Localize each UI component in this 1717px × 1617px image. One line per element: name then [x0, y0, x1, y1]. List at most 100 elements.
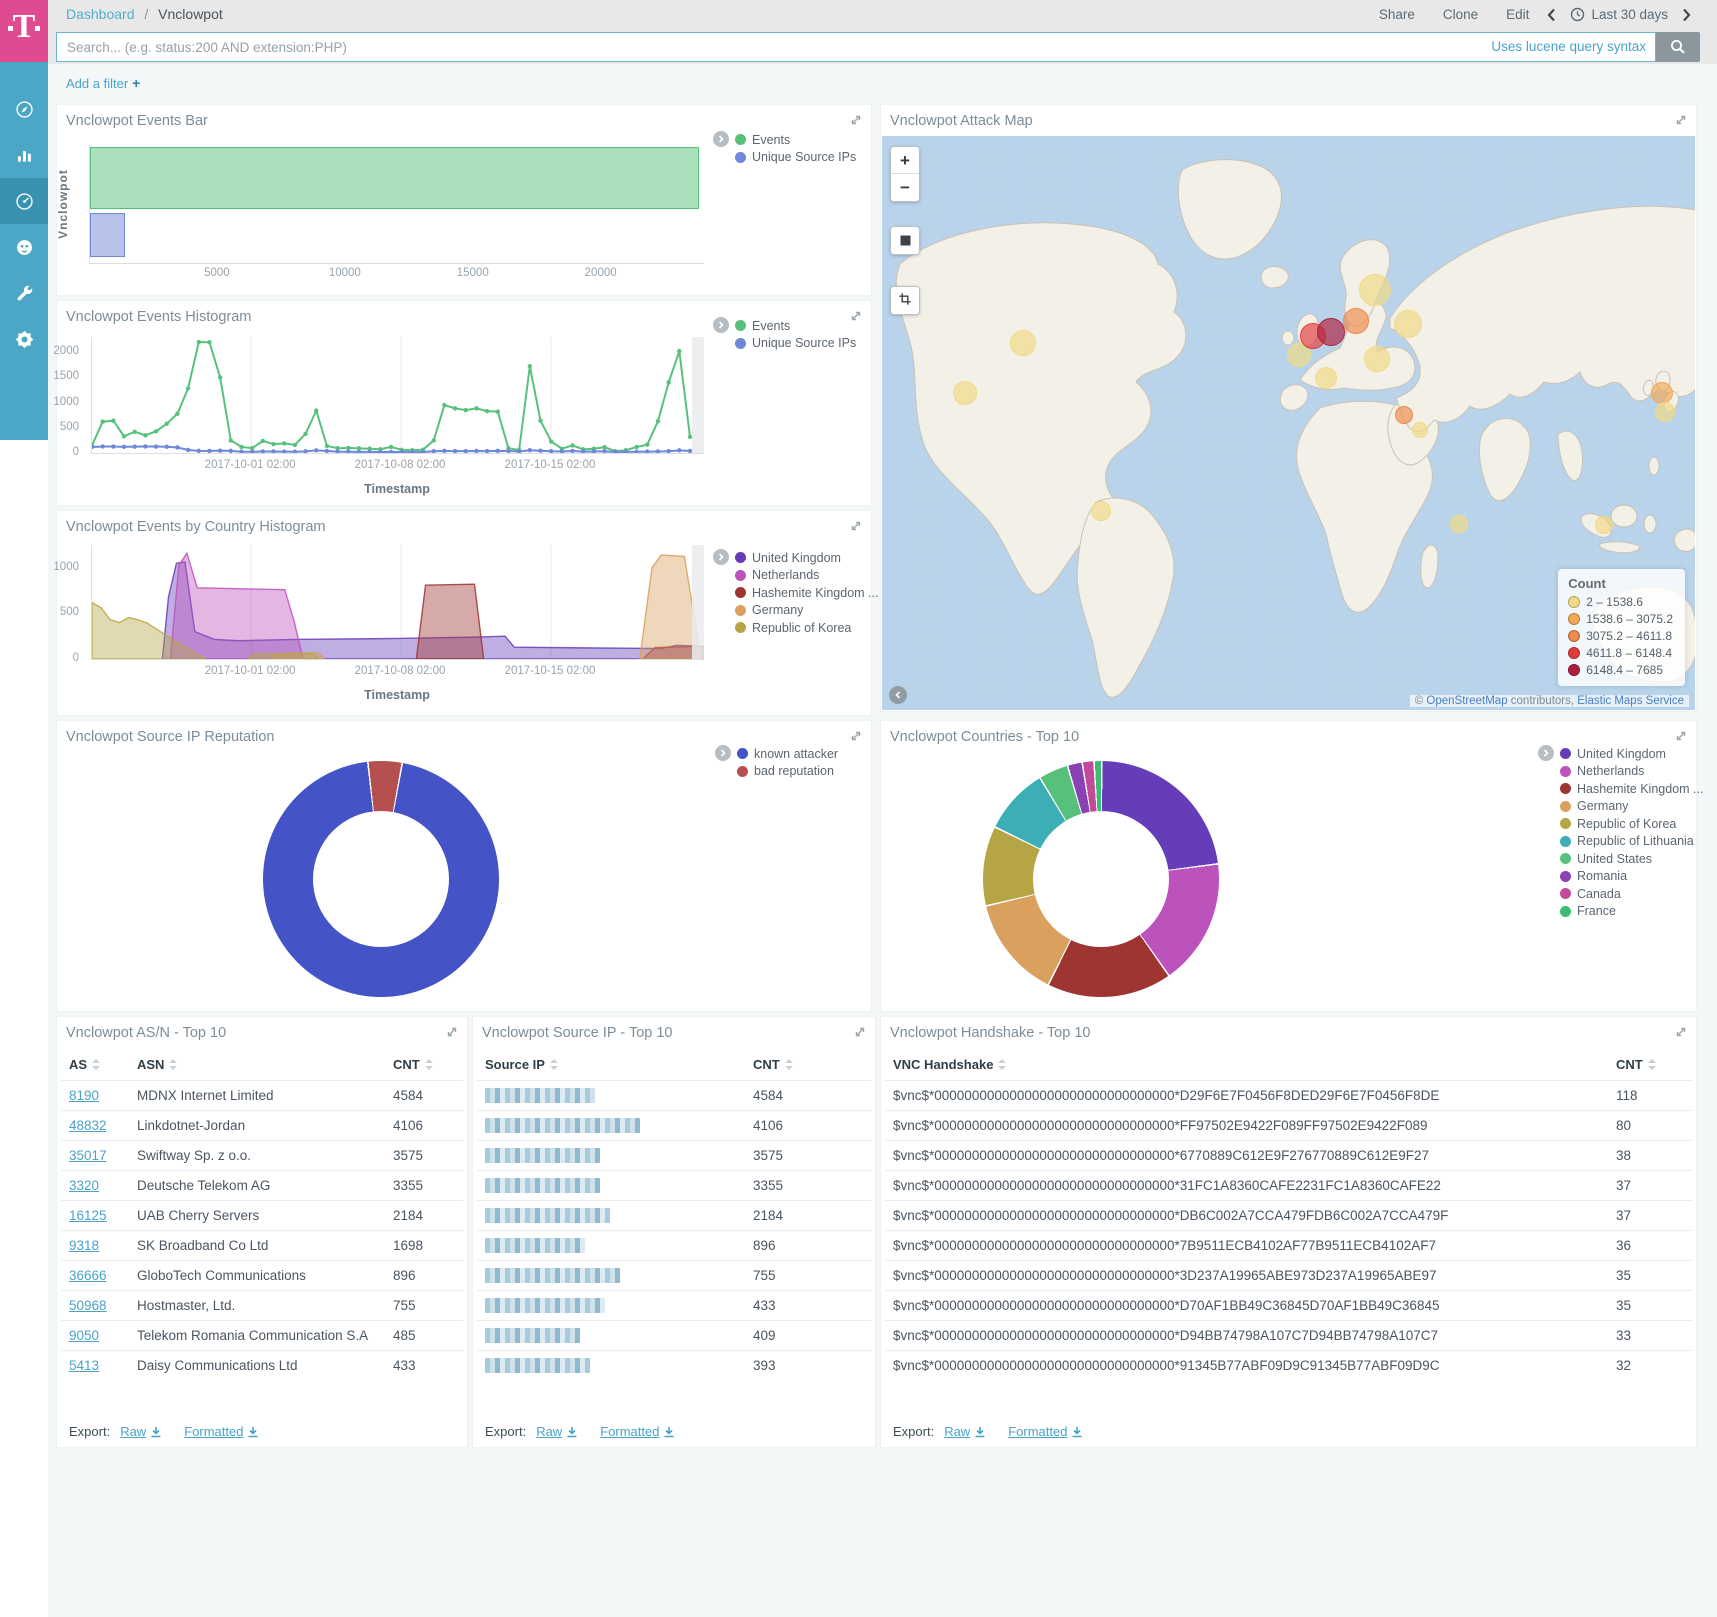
share-button[interactable]: Share	[1378, 7, 1415, 22]
sidebar-item-dev-tools[interactable]	[0, 270, 48, 316]
world-map[interactable]: + − Count 2 – 1538.6 1538.6 – 3075.2 3075.…	[882, 136, 1695, 710]
sidebar-item-timelion[interactable]	[0, 224, 48, 270]
legend-item[interactable]: known attacker	[737, 745, 838, 763]
as-number-link[interactable]: 50968	[69, 1298, 107, 1313]
column-header-as[interactable]: AS	[61, 1051, 129, 1081]
legend-item[interactable]: bad reputation	[737, 763, 838, 781]
expand-icon[interactable]	[849, 729, 863, 743]
map-zoom-out-button[interactable]: −	[891, 174, 919, 201]
as-number-link[interactable]: 3320	[69, 1178, 100, 1193]
expand-icon[interactable]	[445, 1025, 459, 1039]
export-formatted-link[interactable]: Formatted	[1008, 1424, 1083, 1439]
country-histogram-plot	[91, 545, 705, 660]
add-filter-button[interactable]: Add a filter +	[66, 75, 141, 91]
column-header-cnt[interactable]: CNT	[745, 1051, 871, 1081]
legend-item[interactable]: Hashemite Kingdom ...	[735, 584, 878, 602]
t-mobile-logo[interactable]: T	[0, 0, 48, 62]
edit-button[interactable]: Edit	[1506, 7, 1530, 22]
map-count-legend: Count 2 – 1538.6 1538.6 – 3075.2 3075.2 – …	[1558, 569, 1685, 686]
sort-icon	[92, 1059, 101, 1070]
sort-icon	[424, 1059, 433, 1070]
legend-toggle-icon[interactable]	[715, 745, 731, 761]
legend-item[interactable]: Unique Source IPs	[735, 335, 856, 353]
export-raw-link[interactable]: Raw	[120, 1424, 162, 1439]
countries-donut-chart[interactable]	[983, 761, 1219, 997]
export-formatted-link[interactable]: Formatted	[600, 1424, 675, 1439]
legend-items: United Kingdom Netherlands Hashemite Kingd…	[735, 549, 878, 637]
expand-icon[interactable]	[849, 113, 863, 127]
column-header-source-ip[interactable]: Source IP	[477, 1051, 745, 1081]
legend-item[interactable]: Hashemite Kingdom ...	[1560, 780, 1703, 798]
as-number-link[interactable]: 16125	[69, 1208, 107, 1223]
legend-item[interactable]: Republic of Lithuania	[1560, 833, 1703, 851]
legend-item[interactable]: United Kingdom	[1560, 745, 1703, 763]
sidebar-item-discover[interactable]	[0, 86, 48, 132]
as-number-link[interactable]: 9050	[69, 1328, 100, 1343]
legend-item[interactable]: United Kingdom	[735, 549, 878, 567]
legend-item[interactable]: Events	[735, 131, 856, 149]
legend-item[interactable]: Events	[735, 317, 856, 335]
as-number-link[interactable]: 48832	[69, 1118, 107, 1133]
sidebar-item-visualize[interactable]	[0, 132, 48, 178]
legend-item[interactable]: Netherlands	[1560, 763, 1703, 781]
legend-item[interactable]: France	[1560, 903, 1703, 921]
legend-item[interactable]: Romania	[1560, 868, 1703, 886]
legend-item[interactable]: Republic of Korea	[735, 619, 878, 637]
column-header-vnc-handshake[interactable]: VNC Handshake	[885, 1051, 1608, 1081]
time-back-icon[interactable]	[1547, 8, 1556, 22]
expand-icon[interactable]	[1674, 1025, 1688, 1039]
map-legend-title: Count	[1568, 576, 1606, 591]
top-bar: Dashboard / Vnclowpot Share Clone Edit L…	[48, 0, 1717, 64]
sidebar-item-management[interactable]	[0, 316, 48, 362]
legend-item[interactable]: United States	[1560, 850, 1703, 868]
as-number-link[interactable]: 35017	[69, 1148, 107, 1163]
legend-toggle-icon[interactable]	[713, 549, 729, 565]
legend-item[interactable]: Unique Source IPs	[735, 149, 856, 167]
legend-item[interactable]: Germany	[735, 602, 878, 620]
export-raw-link[interactable]: Raw	[536, 1424, 578, 1439]
column-header-cnt[interactable]: CNT	[1608, 1051, 1692, 1081]
legend-toggle-icon[interactable]	[713, 317, 729, 333]
expand-icon[interactable]	[853, 1025, 867, 1039]
attribution-link[interactable]: Elastic Maps Service	[1577, 695, 1684, 707]
legend-toggle-icon[interactable]	[1538, 745, 1554, 761]
as-number-link[interactable]: 9318	[69, 1238, 100, 1253]
expand-icon[interactable]	[849, 519, 863, 533]
legend-item[interactable]: Republic of Korea	[1560, 815, 1703, 833]
export-bar: Export: Raw Formatted	[69, 1424, 281, 1439]
map-draw-rectangle-button[interactable]	[891, 287, 919, 314]
breadcrumb-dashboard-link[interactable]: Dashboard	[66, 6, 135, 22]
lucene-syntax-link[interactable]: Uses lucene query syntax	[1491, 39, 1646, 54]
expand-icon[interactable]	[1674, 729, 1688, 743]
column-header-cnt[interactable]: CNT	[385, 1051, 463, 1081]
export-raw-link[interactable]: Raw	[944, 1424, 986, 1439]
clone-button[interactable]: Clone	[1442, 7, 1479, 22]
attribution-link[interactable]: OpenStreetMap	[1426, 695, 1508, 707]
legend-item[interactable]: Canada	[1560, 885, 1703, 903]
reputation-donut-chart[interactable]	[263, 761, 499, 997]
panel-source-ip-table: Vnclowpot Source IP - Top 10 Source IP CN…	[472, 1016, 876, 1448]
as-number-link[interactable]: 36666	[69, 1268, 107, 1283]
panel-countries-top10: Vnclowpot Countries - Top 10 United King…	[880, 720, 1703, 1012]
map-fit-data-button[interactable]	[891, 227, 919, 254]
as-number-link[interactable]: 5413	[69, 1358, 100, 1373]
y-axis-title: Vnclowpot	[56, 169, 71, 239]
expand-icon[interactable]	[849, 309, 863, 323]
legend-item[interactable]: Netherlands	[735, 567, 878, 585]
time-picker[interactable]: Last 30 days	[1570, 7, 1668, 22]
as-number-link[interactable]: 8190	[69, 1088, 100, 1103]
export-formatted-link[interactable]: Formatted	[184, 1424, 259, 1439]
search-button[interactable]	[1656, 32, 1700, 62]
value-cell: $vnc$*00000000000000000000000000000000*9…	[885, 1350, 1608, 1380]
attack-map-circle	[1450, 515, 1469, 534]
map-zoom-in-button[interactable]: +	[891, 147, 919, 174]
legend-toggle-icon[interactable]	[713, 131, 729, 147]
search-input[interactable]	[56, 32, 1656, 62]
column-header-asn[interactable]: ASN	[129, 1051, 385, 1081]
table-row: 50968 Hostmaster, Ltd. 755	[61, 1290, 463, 1321]
legend-item[interactable]: Germany	[1560, 798, 1703, 816]
sort-icon	[169, 1059, 178, 1070]
sidebar-item-dashboard[interactable]	[0, 178, 48, 224]
expand-icon[interactable]	[1674, 113, 1688, 127]
attribution-toggle-icon[interactable]	[889, 686, 907, 704]
